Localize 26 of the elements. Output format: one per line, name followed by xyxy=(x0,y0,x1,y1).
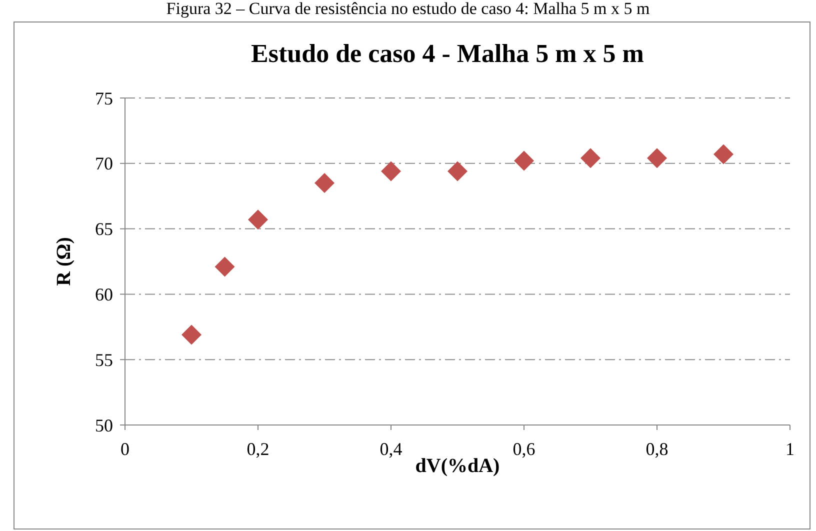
point xyxy=(580,148,600,168)
x-tick-label: 0,2 xyxy=(246,439,270,459)
x-tick-label: 0,6 xyxy=(512,439,536,459)
text: Figura 32 – Curva de resistência no estudo de caso 4: Malha 5 m x 5 m xyxy=(166,0,650,18)
point xyxy=(314,173,334,194)
point xyxy=(214,256,235,277)
point xyxy=(514,150,534,171)
point xyxy=(182,324,202,345)
y-tick-label: 50 xyxy=(95,415,113,436)
y-axis-title: R (Ω) xyxy=(53,237,75,286)
point xyxy=(647,148,667,168)
x-tick-label: 0,4 xyxy=(380,439,402,459)
x-tick-label: 0 xyxy=(120,439,130,459)
x-axis-title: dV(%dA) xyxy=(415,455,500,477)
y-tick-label: 55 xyxy=(95,350,113,370)
point xyxy=(248,210,268,230)
x-tick-label: 1 xyxy=(786,439,794,459)
y-tick-label: 65 xyxy=(95,219,113,240)
y-tick-label: 70 xyxy=(95,154,113,174)
y-tick-label: 60 xyxy=(95,284,113,304)
x-tick-label: 0,8 xyxy=(646,439,668,459)
point xyxy=(381,161,401,182)
y-tick-label: 75 xyxy=(95,88,113,108)
chart-title: Estudo de caso 4 - Malha 5 m x 5 m xyxy=(251,39,644,68)
point xyxy=(714,144,734,164)
point xyxy=(448,161,468,182)
